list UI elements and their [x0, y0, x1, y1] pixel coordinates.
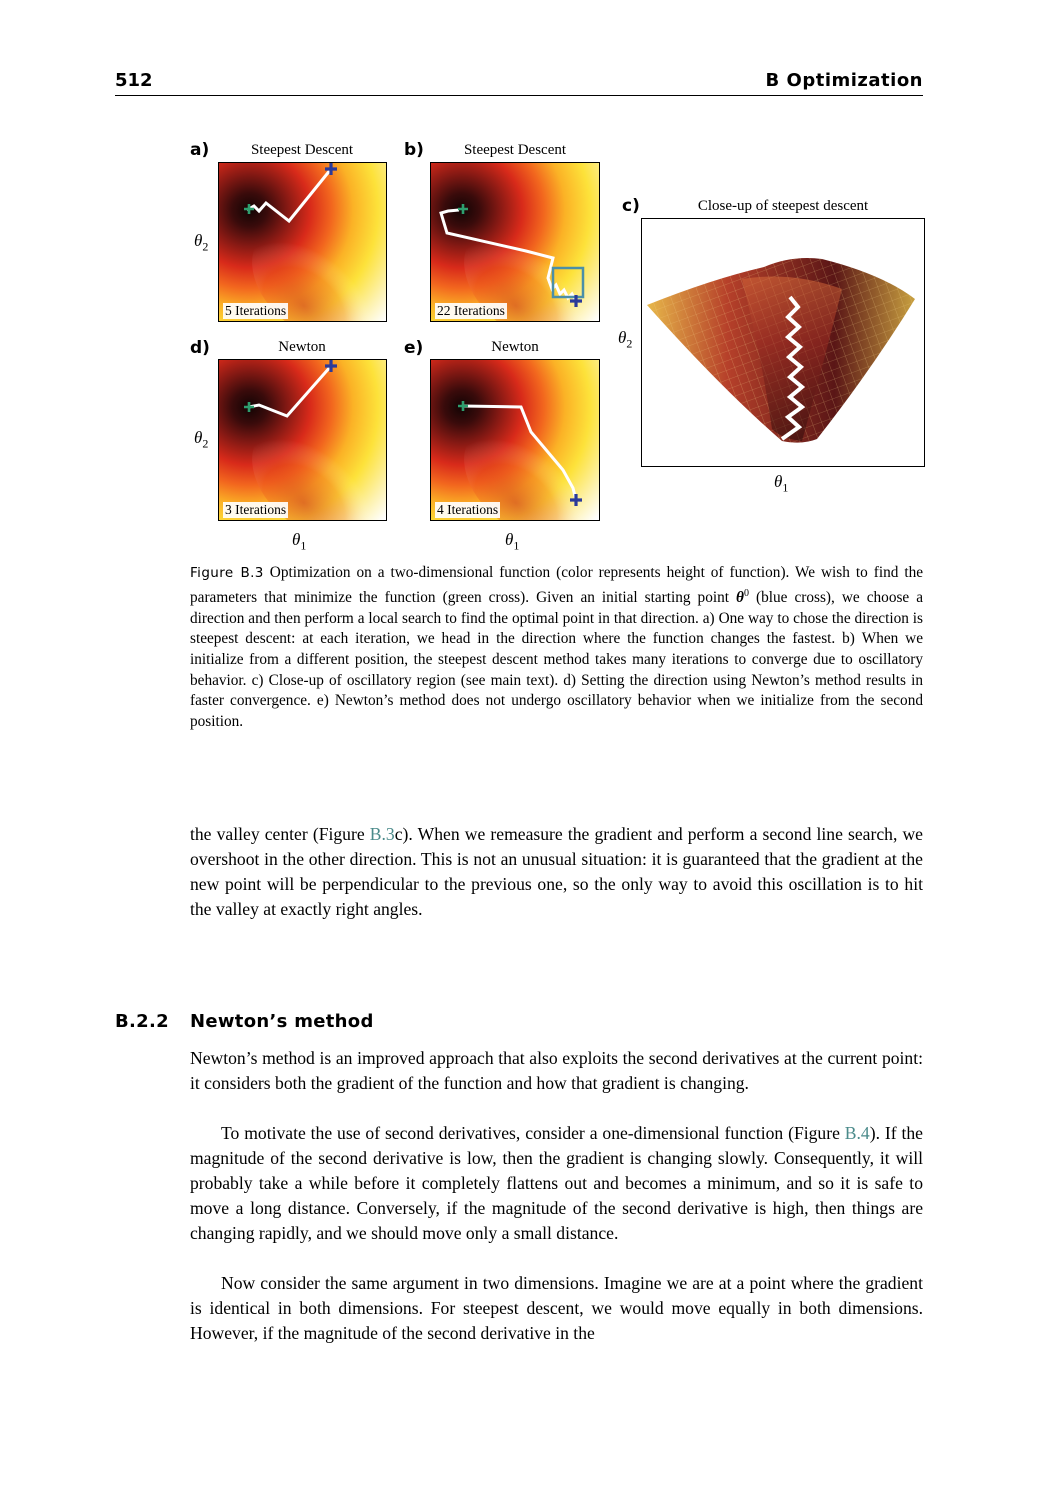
iterations-label-a: 5 Iterations: [223, 303, 289, 319]
panel-letter-c: c): [622, 196, 640, 216]
figure-ref-b4[interactable]: B.4: [844, 1123, 870, 1143]
header-rule: [115, 95, 923, 96]
axis-label-theta1-c: θ1: [774, 472, 789, 495]
axis-label-theta1-e: θ1: [505, 530, 520, 553]
paragraph-1: the valley center (Figure B.3c). When we…: [190, 824, 923, 919]
figure-b3: a) Steepest Descent 5 Iterations b) Stee…: [0, 0, 1039, 560]
heatmap-d: [219, 360, 386, 520]
figure-ref-b3[interactable]: B.3: [369, 824, 395, 844]
panel-letter-b: b): [404, 140, 424, 160]
panel-letter-d: d): [190, 338, 210, 358]
iterations-label-b: 22 Iterations: [435, 303, 507, 319]
panel-letter-a: a): [190, 140, 210, 160]
panel-c-surface: [641, 218, 925, 467]
axis-label-theta2-top: θ2: [194, 231, 209, 254]
panel-b-heatmap: 22 Iterations: [430, 162, 600, 322]
page-number: 512: [115, 70, 153, 91]
caption-text-1: Optimization on a two-dimensional functi…: [190, 564, 924, 606]
section-number: B.2.2: [115, 1011, 169, 1032]
panel-letter-e: e): [404, 338, 424, 358]
running-title: B Optimization: [765, 70, 923, 91]
iterations-label-e: 4 Iterations: [435, 502, 501, 518]
caption-label: Figure B.3: [190, 565, 264, 581]
closeup-region-box: [551, 266, 585, 299]
panel-title-d: Newton: [278, 339, 326, 355]
section-title: Newton’s method: [190, 1011, 374, 1032]
heatmap-b: [431, 163, 599, 321]
panel-title-a: Steepest Descent: [250, 142, 354, 158]
caption-theta: θ: [736, 588, 744, 606]
caption-text-2: (blue cross), we choose a direction and …: [190, 588, 924, 731]
iterations-label-d: 3 Iterations: [223, 502, 289, 518]
panel-title-e: Newton: [491, 339, 539, 355]
panel-a-heatmap: 5 Iterations: [218, 162, 387, 322]
paragraph-2: Newton’s method is an improved approach …: [190, 1048, 923, 1093]
heatmap-a: [219, 163, 386, 321]
paragraph-3: To motivate the use of second derivative…: [190, 1123, 923, 1243]
panel-e-heatmap: 4 Iterations: [430, 359, 600, 521]
paragraph-4: Now consider the same argument in two di…: [190, 1273, 923, 1343]
panel-title-b: Steepest Descent: [463, 142, 567, 158]
panel-d-heatmap: 3 Iterations: [218, 359, 387, 521]
axis-label-theta1-d: θ1: [292, 530, 307, 553]
caption-sup: 0: [744, 587, 749, 599]
surface-closeup: [647, 258, 915, 443]
axis-label-theta2-c: θ2: [618, 328, 633, 351]
section-heading: B.2.2 Newton’s method: [115, 1011, 374, 1032]
heatmap-e: [431, 360, 599, 520]
figure-caption: Figure B.3 Optimization on a two-dimensi…: [190, 563, 923, 733]
panel-title-c: Close-up of steepest descent: [697, 198, 869, 214]
axis-label-theta2-bottom: θ2: [194, 428, 209, 451]
